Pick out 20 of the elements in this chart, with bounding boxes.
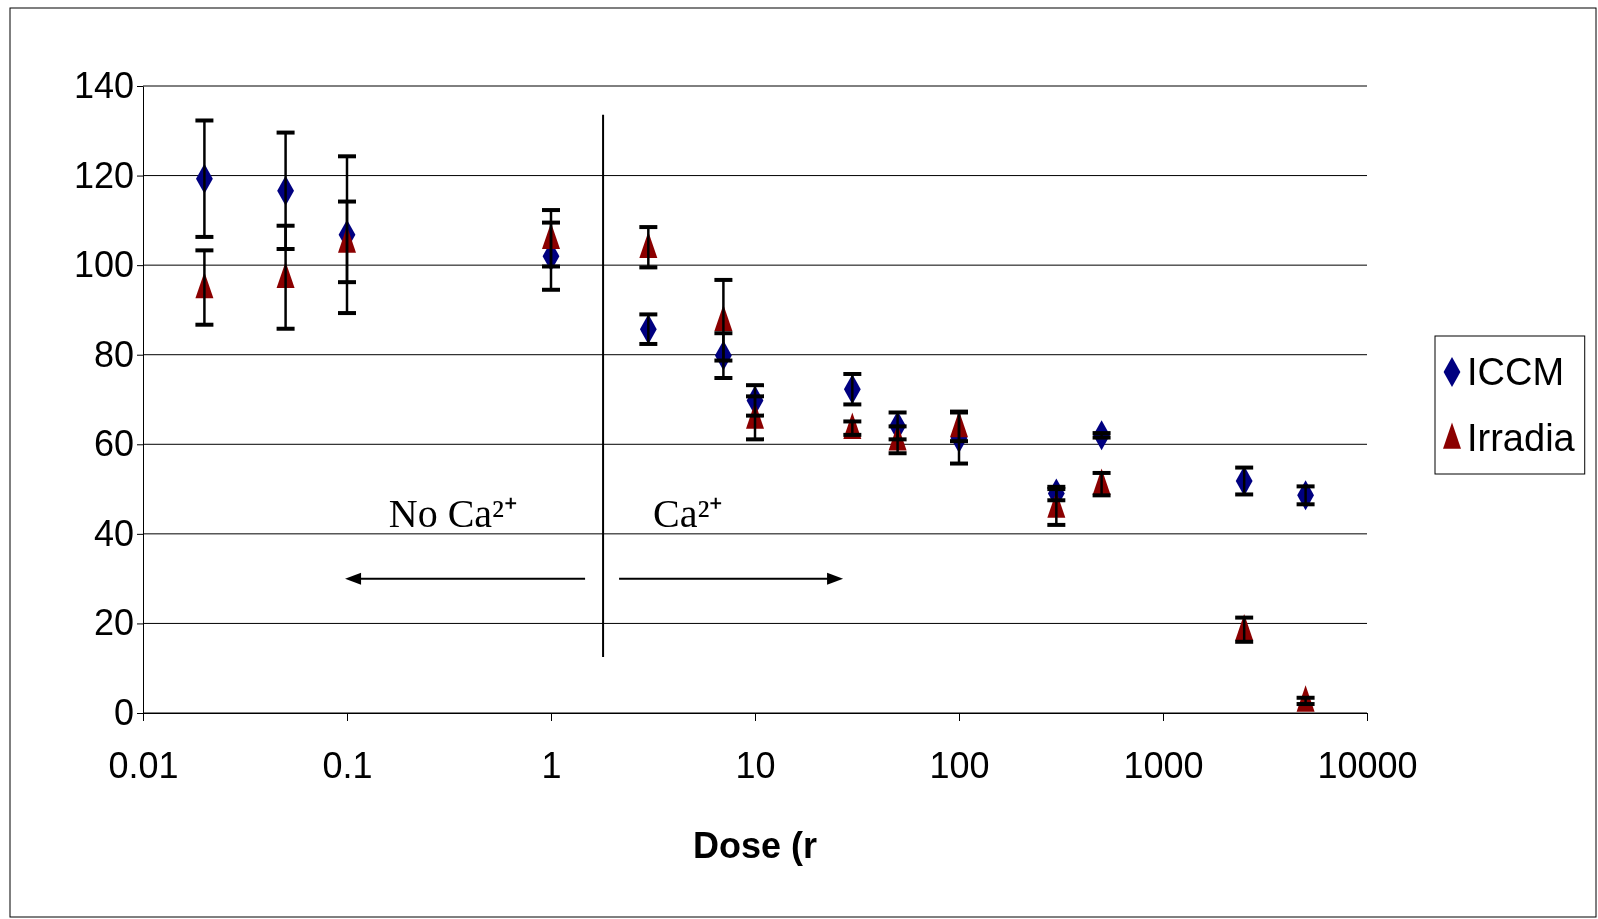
y-tick-label: 40: [93, 512, 134, 554]
x-tick-label: 10: [735, 745, 776, 786]
x-axis-title: Dose (r: [692, 825, 818, 866]
y-tick-label: 100: [73, 244, 134, 286]
x-tick-label: 1: [541, 745, 562, 786]
annotation: No Ca²⁺: [388, 491, 519, 537]
x-tick-label: 0.01: [108, 745, 179, 786]
x-tick-label: 0.1: [322, 745, 373, 786]
x-tick-label: 1000: [1123, 745, 1204, 786]
y-tick-label: 80: [93, 333, 134, 375]
y-tick-label: 60: [93, 423, 134, 465]
legend-label: Irradia: [1467, 417, 1576, 459]
y-tick-label: 140: [73, 65, 134, 107]
legend-label: ICCM: [1467, 351, 1565, 393]
x-tick-label: 10000: [1317, 745, 1418, 786]
y-tick-label: 0: [113, 692, 134, 734]
y-tick-label: 120: [73, 154, 134, 196]
x-tick-label: 100: [929, 745, 990, 786]
y-tick-label: 20: [93, 602, 134, 644]
annotation: Ca²⁺: [653, 491, 724, 537]
